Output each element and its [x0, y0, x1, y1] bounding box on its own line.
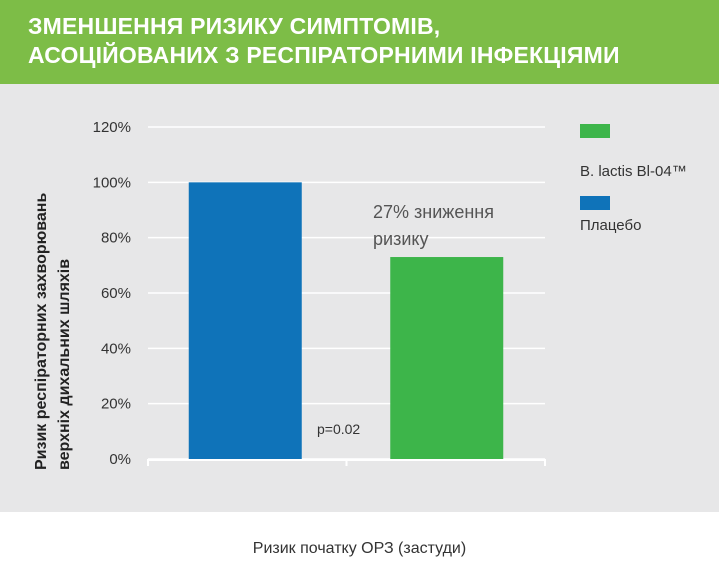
y-tick-label: 60% — [101, 285, 131, 302]
y-axis-label-line-1: Ризик респіраторних захворювань — [33, 193, 50, 470]
reduction-annotation-line-2: ризику — [373, 229, 428, 249]
y-axis-label-line-2: верхніх дихальних шляхів — [56, 259, 73, 470]
chart-panel — [0, 84, 719, 512]
x-axis — [147, 459, 546, 466]
p-value-label: p=0.02 — [317, 421, 360, 437]
bar-bl04 — [390, 257, 504, 459]
y-tick-label: 80% — [101, 230, 131, 247]
legend-swatch-placebo — [580, 196, 610, 210]
legend-label-placebo: Плацебо — [580, 217, 641, 234]
y-tick-label: 20% — [101, 396, 131, 413]
y-axis-ticks: 0% 20% 40% 60% 80% 100% 120% — [93, 119, 131, 468]
x-axis-label: Ризик початку ОРЗ (застуди) — [252, 540, 467, 557]
title-line-1: ЗМЕНШЕННЯ РИЗИКУ СИМПТОМІВ, — [28, 13, 441, 39]
bar-placebo — [188, 182, 302, 460]
bars — [188, 182, 504, 460]
x-axis-caption: Ризик початку ОРЗ (застуди) — [0, 512, 719, 562]
y-tick-label: 120% — [93, 119, 131, 136]
reduction-annotation-line-1: 27% зниження — [373, 202, 494, 222]
legend-swatch-bl04 — [580, 124, 610, 138]
y-tick-label: 40% — [101, 340, 131, 357]
legend-label-bl04: B. lactis Bl-04™ — [580, 163, 687, 180]
y-tick-label: 100% — [93, 174, 131, 191]
y-tick-label: 0% — [109, 451, 131, 468]
header-banner: ЗМЕНШЕННЯ РИЗИКУ СИМПТОМІВ, АСОЦІЙОВАНИХ… — [0, 0, 719, 84]
chart-title: ЗМЕНШЕННЯ РИЗИКУ СИМПТОМІВ, АСОЦІЙОВАНИХ… — [28, 12, 719, 70]
title-line-2: АСОЦІЙОВАНИХ З РЕСПІРАТОРНИМИ ІНФЕКЦІЯМИ — [28, 42, 620, 68]
